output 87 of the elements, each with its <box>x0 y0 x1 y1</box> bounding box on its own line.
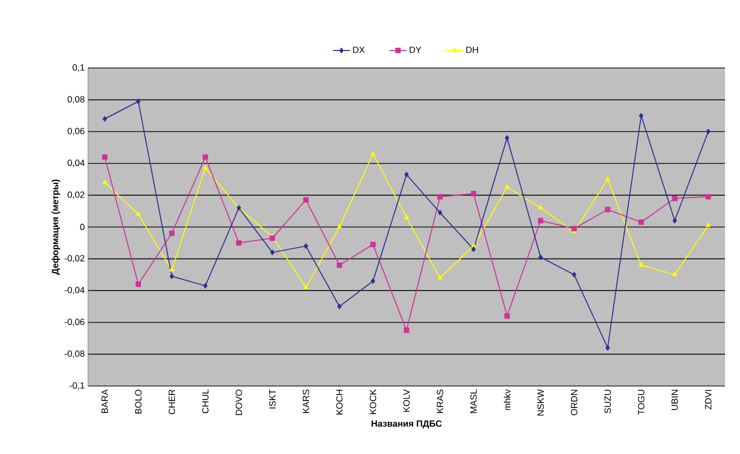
y-tick-label: -0,06 <box>64 318 84 326</box>
y-tick-label: -0,1 <box>70 382 84 390</box>
x-tick-label: KOCH <box>336 390 343 414</box>
point <box>471 246 476 252</box>
y-tick-label: 0,1 <box>72 64 84 72</box>
x-tick-label: KRAS <box>436 390 444 413</box>
point <box>304 243 308 249</box>
legend-label: DY <box>410 46 422 53</box>
point <box>606 345 610 351</box>
point <box>136 282 141 287</box>
point <box>236 240 242 246</box>
x-tick-label: KOCK <box>370 389 376 414</box>
point <box>370 278 376 284</box>
point <box>203 283 208 289</box>
y-tick-label: -0,02 <box>64 255 84 262</box>
y-tick-label: -0,04 <box>64 286 85 294</box>
x-tick-label: NSKW <box>537 389 544 416</box>
y-tick-label: -0,08 <box>64 350 84 358</box>
x-tick-label: TOGU <box>638 390 644 415</box>
x-tick-label: UBIN <box>672 390 678 410</box>
x-tick-label: BARA <box>102 389 108 413</box>
point <box>706 194 711 200</box>
x-tick-label: CHUL <box>202 389 209 414</box>
x-tick-label: CHER <box>168 390 176 414</box>
point <box>202 165 208 170</box>
point <box>538 205 544 210</box>
legend-label: DX <box>353 46 365 53</box>
point <box>438 210 442 216</box>
x-tick-label: SUZU <box>604 390 611 414</box>
point <box>270 250 275 256</box>
point <box>470 190 476 196</box>
point <box>538 254 543 260</box>
point <box>102 116 107 122</box>
point <box>437 194 443 200</box>
point <box>404 172 409 178</box>
point <box>706 128 710 134</box>
point <box>672 218 677 224</box>
point <box>471 243 476 248</box>
point <box>270 235 276 241</box>
point <box>504 135 510 141</box>
x-tick-label: ZDVI <box>705 390 712 410</box>
point <box>202 154 208 160</box>
x-axis-title: Названия ПДБС <box>372 420 442 428</box>
point <box>538 218 544 224</box>
x-tick-label: DOVO <box>236 390 242 415</box>
x-tick-label: ORDN <box>570 390 578 416</box>
point <box>605 176 610 181</box>
point <box>336 262 342 268</box>
legend-label: DH <box>466 46 478 53</box>
point <box>572 272 576 278</box>
point <box>304 284 308 290</box>
point <box>370 151 376 156</box>
y-tick-label: 0,08 <box>68 96 84 104</box>
point <box>102 180 108 184</box>
point <box>504 184 510 189</box>
point <box>169 230 175 236</box>
x-tick-label: KARS <box>302 390 310 413</box>
point <box>672 196 678 202</box>
point <box>102 154 108 160</box>
point <box>337 304 342 310</box>
y-axis-title: Деформация (метры) <box>52 180 60 275</box>
point <box>638 220 644 225</box>
y-tick-label: 0,06 <box>68 128 84 136</box>
y-tick-label: 0,04 <box>68 160 85 168</box>
point <box>136 212 141 216</box>
x-tick-label: BOLO <box>135 390 142 414</box>
x-tick-label: MASL <box>470 389 477 413</box>
x-tick-label: mhkv <box>504 389 510 410</box>
y-tick-label: 0,02 <box>68 191 84 199</box>
point <box>504 313 510 319</box>
point <box>303 197 309 203</box>
y-tick-label: 0 <box>80 224 84 230</box>
point <box>639 112 644 118</box>
point <box>571 226 577 232</box>
point <box>706 222 711 227</box>
point <box>169 267 174 272</box>
point <box>672 272 678 276</box>
point <box>404 214 409 220</box>
x-tick-label: KOLV <box>403 389 410 412</box>
point <box>404 328 410 334</box>
x-tick-label: ISKT <box>269 389 276 408</box>
point <box>136 98 140 104</box>
point <box>170 274 174 279</box>
point <box>604 206 610 212</box>
point <box>337 224 342 229</box>
point <box>438 275 442 280</box>
point <box>638 262 644 267</box>
